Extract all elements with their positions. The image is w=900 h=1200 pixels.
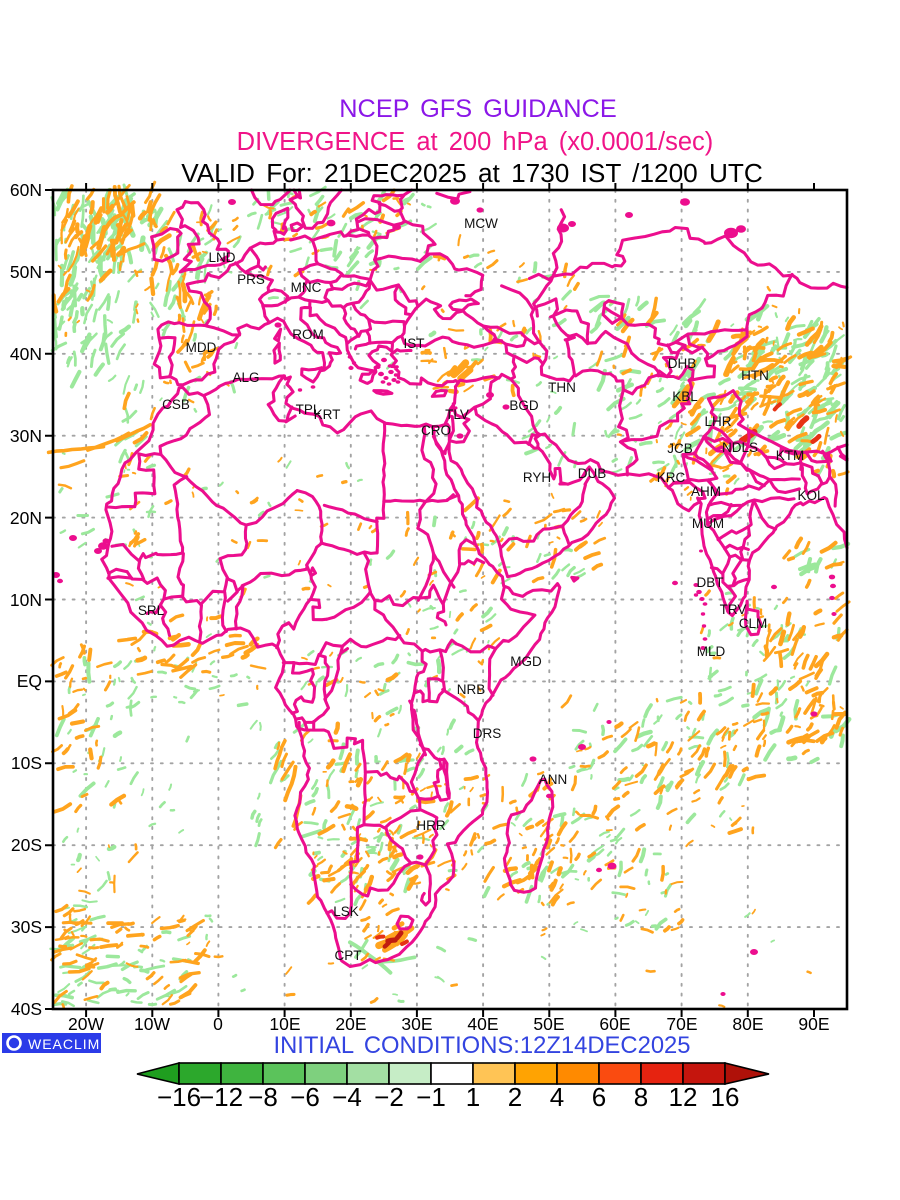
svg-text:10W: 10W xyxy=(134,1014,170,1034)
svg-text:JCB: JCB xyxy=(667,441,693,456)
svg-text:LND: LND xyxy=(208,250,235,265)
svg-text:MDD: MDD xyxy=(186,340,217,355)
svg-text:KOL: KOL xyxy=(797,488,825,503)
svg-text:4: 4 xyxy=(550,1082,564,1112)
svg-text:70E: 70E xyxy=(666,1014,697,1034)
svg-text:DBT: DBT xyxy=(697,575,724,590)
svg-text:KBL: KBL xyxy=(672,389,698,404)
svg-text:ALG: ALG xyxy=(232,370,259,385)
svg-text:80E: 80E xyxy=(732,1014,763,1034)
svg-text:IST: IST xyxy=(403,336,424,351)
svg-text:60E: 60E xyxy=(599,1014,630,1034)
svg-text:HRR: HRR xyxy=(416,818,445,833)
svg-text:DHB: DHB xyxy=(668,356,697,371)
svg-text:ANN: ANN xyxy=(539,772,568,787)
svg-text:DUB: DUB xyxy=(578,466,607,481)
svg-text:MCW: MCW xyxy=(464,216,498,231)
svg-text:EQ: EQ xyxy=(17,671,42,691)
svg-text:LHR: LHR xyxy=(704,414,731,429)
svg-text:TLV: TLV xyxy=(445,407,469,422)
svg-text:−16: −16 xyxy=(157,1082,201,1112)
svg-text:20E: 20E xyxy=(335,1014,366,1034)
svg-text:40N: 40N xyxy=(10,344,42,364)
svg-text:BGD: BGD xyxy=(509,398,539,413)
svg-text:NRB: NRB xyxy=(457,682,486,697)
svg-text:MGD: MGD xyxy=(510,654,542,669)
svg-text:AHM: AHM xyxy=(691,484,721,499)
svg-text:20S: 20S xyxy=(11,835,42,855)
svg-text:16: 16 xyxy=(711,1082,740,1112)
svg-text:40S: 40S xyxy=(11,999,42,1019)
svg-text:RYH: RYH xyxy=(523,470,551,485)
svg-text:MUM: MUM xyxy=(692,516,724,531)
svg-text:0: 0 xyxy=(213,1014,223,1034)
svg-text:10N: 10N xyxy=(10,590,42,610)
svg-text:LSK: LSK xyxy=(333,904,359,919)
svg-text:90E: 90E xyxy=(798,1014,829,1034)
svg-text:CSB: CSB xyxy=(162,397,190,412)
svg-text:50E: 50E xyxy=(533,1014,564,1034)
svg-text:−1: −1 xyxy=(416,1082,446,1112)
svg-text:CPT: CPT xyxy=(335,948,362,963)
svg-text:20W: 20W xyxy=(68,1014,104,1034)
svg-text:−4: −4 xyxy=(332,1082,362,1112)
svg-text:PRS: PRS xyxy=(237,272,265,287)
svg-text:KRC: KRC xyxy=(657,470,686,485)
svg-text:30E: 30E xyxy=(401,1014,432,1034)
svg-text:ROM: ROM xyxy=(292,327,324,342)
svg-text:MNC: MNC xyxy=(291,280,322,295)
svg-text:2: 2 xyxy=(508,1082,522,1112)
svg-text:20N: 20N xyxy=(10,508,42,528)
svg-text:CLM: CLM xyxy=(739,616,768,631)
svg-text:DRS: DRS xyxy=(473,726,502,741)
svg-text:30N: 30N xyxy=(10,426,42,446)
svg-text:10E: 10E xyxy=(269,1014,300,1034)
svg-text:−8: −8 xyxy=(248,1082,278,1112)
svg-text:TRV: TRV xyxy=(720,602,747,617)
svg-text:−12: −12 xyxy=(199,1082,243,1112)
svg-text:KRT: KRT xyxy=(314,407,341,422)
svg-text:30S: 30S xyxy=(11,917,42,937)
svg-text:60N: 60N xyxy=(10,180,42,200)
svg-text:WEACLIM: WEACLIM xyxy=(28,1036,100,1052)
svg-text:40E: 40E xyxy=(467,1014,498,1034)
svg-text:CRO: CRO xyxy=(421,423,451,438)
svg-text:50N: 50N xyxy=(10,262,42,282)
svg-text:6: 6 xyxy=(592,1082,606,1112)
svg-text:HTN: HTN xyxy=(741,368,769,383)
svg-text:10S: 10S xyxy=(11,753,42,773)
svg-text:12: 12 xyxy=(669,1082,698,1112)
svg-text:THN: THN xyxy=(548,380,576,395)
svg-text:KTM: KTM xyxy=(776,448,805,463)
svg-text:1: 1 xyxy=(466,1082,480,1112)
svg-text:−6: −6 xyxy=(290,1082,320,1112)
svg-text:−2: −2 xyxy=(374,1082,404,1112)
svg-text:SRL: SRL xyxy=(138,603,165,618)
svg-text:MLD: MLD xyxy=(697,644,726,659)
svg-text:NDLS: NDLS xyxy=(722,440,758,455)
svg-text:TPL: TPL xyxy=(296,402,321,417)
svg-text:8: 8 xyxy=(634,1082,648,1112)
